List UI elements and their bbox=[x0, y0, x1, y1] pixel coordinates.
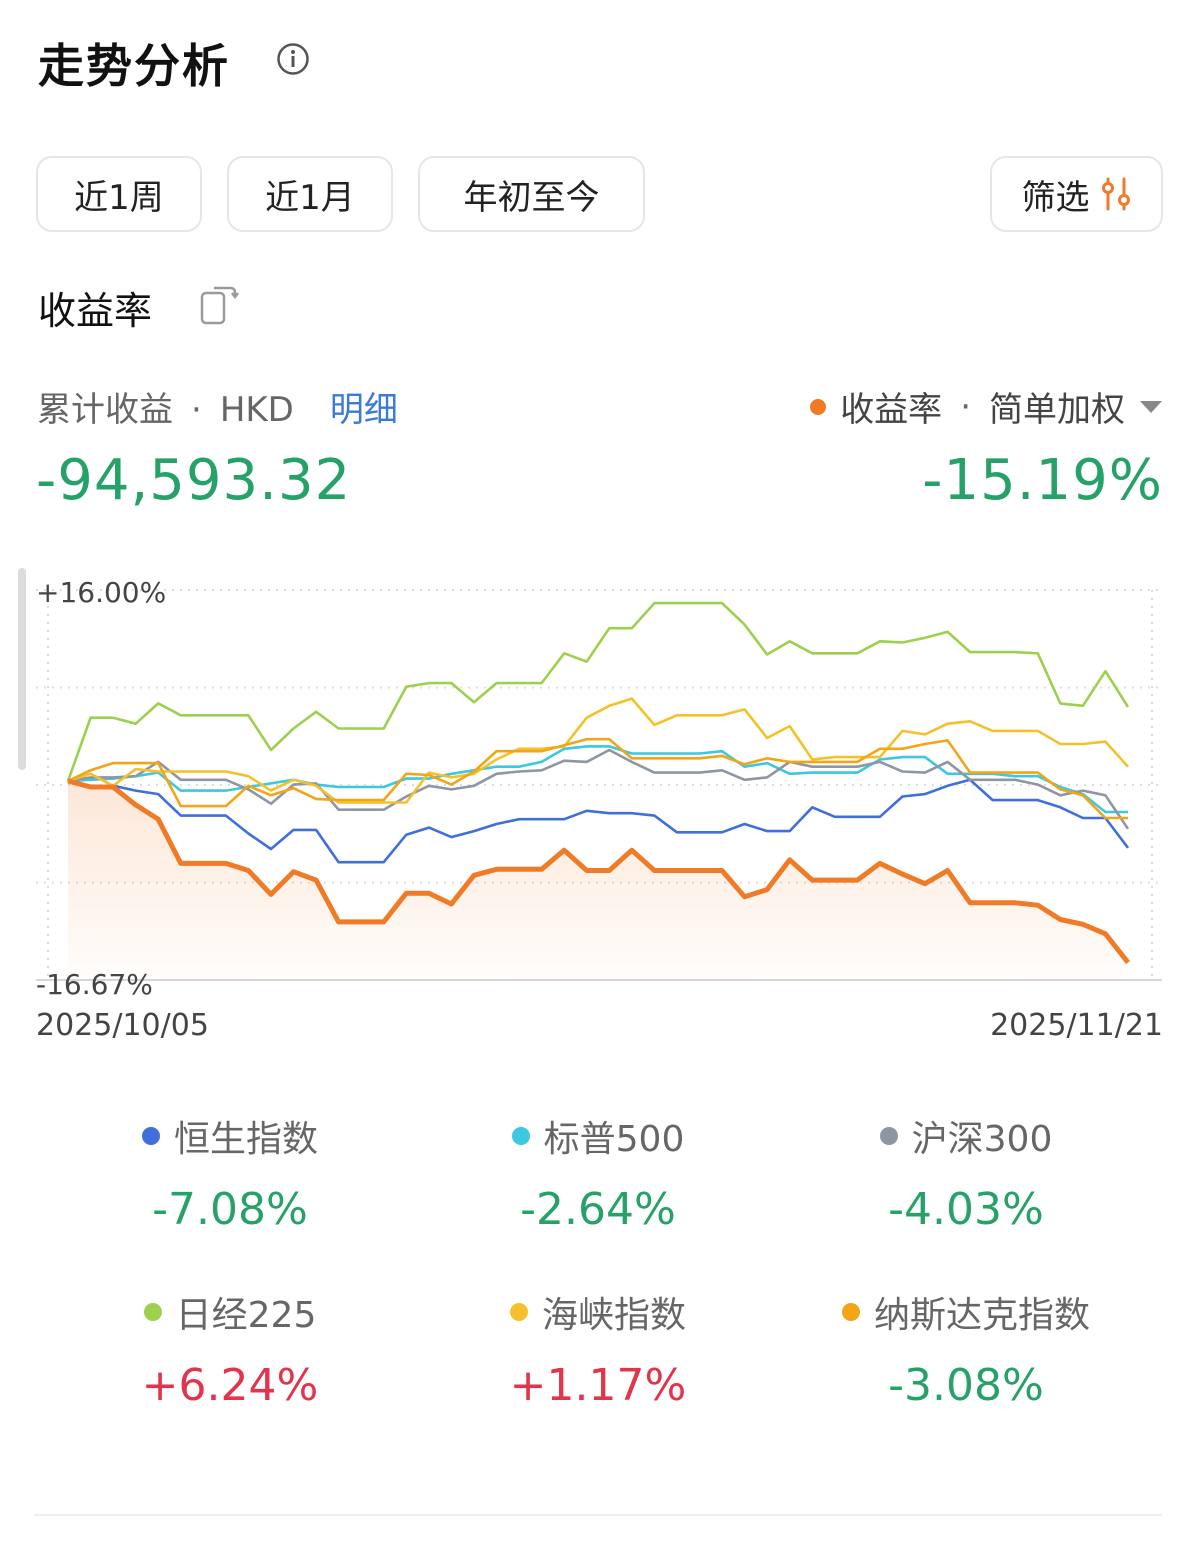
series-line-日经225 bbox=[66, 601, 1130, 782]
legend-value: +1.17% bbox=[509, 1360, 687, 1411]
currency-label: HKD bbox=[219, 390, 294, 430]
cumulative-rate: -15.19% bbox=[922, 448, 1163, 513]
section-title: 收益率 bbox=[38, 289, 153, 333]
legend-value: -2.64% bbox=[520, 1184, 676, 1235]
sliders-icon bbox=[1101, 177, 1130, 211]
legend-dot-icon bbox=[841, 1303, 860, 1321]
legend-name: 标普500 bbox=[543, 1119, 685, 1160]
legend-name: 恒生指数 bbox=[173, 1119, 318, 1160]
series-line-纳斯达克指数 bbox=[67, 737, 1128, 820]
range-button-ytd[interactable]: 年初至今 bbox=[418, 156, 645, 232]
bottom-divider bbox=[34, 1514, 1162, 1516]
legend-item-sp500[interactable]: 标普500 -2.64% bbox=[418, 1110, 778, 1235]
legend-name: 纳斯达克指数 bbox=[873, 1295, 1090, 1336]
x-axis-end-date: 2025/11/21 bbox=[990, 1008, 1163, 1043]
page-title: 走势分析 bbox=[38, 39, 230, 93]
y-axis-top-label: +16.00% bbox=[36, 576, 166, 609]
portfolio-area bbox=[68, 781, 1128, 980]
x-axis-start-date: 2025/10/05 bbox=[36, 1008, 209, 1043]
filter-button[interactable]: 筛选 bbox=[990, 156, 1163, 232]
legend-dot-icon bbox=[879, 1127, 898, 1145]
info-icon[interactable] bbox=[276, 42, 310, 76]
legend-dot-icon bbox=[511, 1127, 530, 1145]
legend-dot-icon bbox=[141, 1127, 160, 1145]
return-chart: +16.00% -16.67% bbox=[36, 576, 1162, 1000]
legend-item-csi300[interactable]: 沪深300 -4.03% bbox=[786, 1110, 1146, 1235]
summary-left: 累计收益 · HKD 明细 bbox=[37, 390, 398, 430]
y-axis-bottom-label: -16.67% bbox=[36, 968, 153, 1000]
weighting-method: 简单加权 bbox=[989, 390, 1125, 430]
portfolio-dot-icon bbox=[810, 398, 827, 415]
caret-down-icon bbox=[1140, 400, 1162, 413]
legend-dot-icon bbox=[143, 1303, 162, 1321]
legend-value: +6.24% bbox=[141, 1360, 319, 1411]
cumulative-amount: -94,593.32 bbox=[36, 448, 352, 513]
legend-item-strait[interactable]: 海峡指数 +1.17% bbox=[418, 1286, 778, 1411]
range-button-week[interactable]: 近1周 bbox=[36, 156, 202, 232]
portfolio-line bbox=[67, 778, 1130, 965]
legend-value: -4.03% bbox=[888, 1184, 1044, 1235]
scroll-indicator[interactable] bbox=[18, 568, 26, 770]
series-line-海峡指数 bbox=[67, 697, 1129, 804]
legend-name: 海峡指数 bbox=[541, 1295, 686, 1336]
series-line-恒生指数 bbox=[67, 778, 1130, 864]
legend-value: -7.08% bbox=[152, 1184, 308, 1235]
legend-item-nasdaq[interactable]: 纳斯达克指数 -3.08% bbox=[786, 1286, 1146, 1411]
detail-link[interactable]: 明细 bbox=[329, 390, 398, 430]
cumulative-label: 累计收益 bbox=[37, 390, 173, 430]
rate-label: 收益率 bbox=[840, 390, 943, 430]
filter-label: 筛选 bbox=[1021, 177, 1090, 218]
legend-name: 日经225 bbox=[175, 1295, 317, 1336]
copy-icon[interactable] bbox=[199, 283, 243, 327]
range-button-month[interactable]: 近1月 bbox=[227, 156, 393, 232]
rate-method-selector[interactable]: 收益率 · 简单加权 bbox=[810, 382, 1163, 431]
legend-dot-icon bbox=[509, 1303, 528, 1321]
legend-value: -3.08% bbox=[888, 1360, 1044, 1411]
legend-name: 沪深300 bbox=[911, 1119, 1053, 1160]
legend-item-hsi[interactable]: 恒生指数 -7.08% bbox=[50, 1110, 410, 1235]
legend-item-nikkei[interactable]: 日经225 +6.24% bbox=[50, 1286, 410, 1411]
